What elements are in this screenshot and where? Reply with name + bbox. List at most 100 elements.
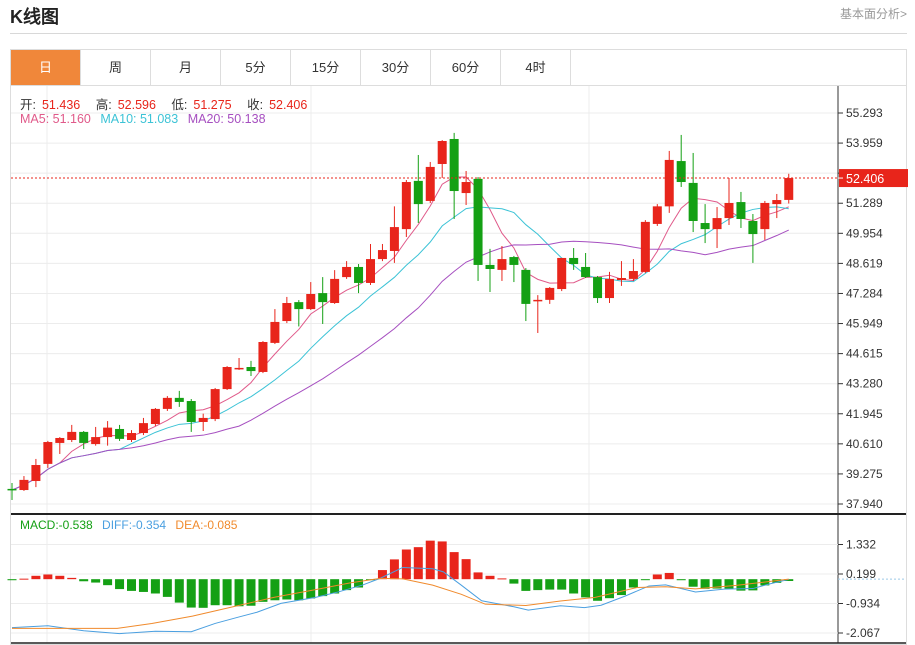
macd-bar [509, 579, 519, 584]
candle-body [138, 423, 148, 434]
candle [557, 257, 567, 292]
ma-legend: MA5: 51.160 MA10: 51.083 MA20: 50.138 [20, 112, 272, 126]
macd-bar [138, 579, 148, 592]
candle [760, 200, 770, 240]
macd-bar [628, 579, 638, 588]
tab-5min[interactable]: 5分 [221, 50, 291, 85]
macd-bar [521, 579, 531, 591]
macd-bar [67, 577, 77, 580]
candle-body [616, 278, 626, 281]
candle [569, 248, 579, 270]
candle [784, 173, 794, 204]
period-tabs: 日 周 月 5分 15分 30分 60分 4时 [10, 49, 907, 85]
macd-bar [413, 547, 423, 580]
macd-bar [234, 579, 244, 607]
macd-legend: MACD:-0.538 DIFF:-0.354 DEA:-0.085 [20, 518, 243, 532]
candle [234, 357, 244, 370]
candle-body [222, 367, 232, 390]
candle [377, 243, 387, 262]
y-tick-label: 55.293 [846, 106, 883, 120]
candle [545, 287, 555, 304]
diff-line [11, 566, 789, 635]
candle [509, 255, 519, 283]
candle [581, 252, 591, 279]
macd-bar [616, 579, 626, 596]
candle [401, 179, 411, 237]
candle [127, 430, 136, 443]
candle-body [318, 293, 328, 303]
open-label: 开: [20, 98, 36, 112]
candle [676, 134, 686, 187]
low-value: 51.275 [193, 98, 232, 112]
macd-bar [545, 579, 555, 590]
candle [138, 417, 148, 436]
tab-30min[interactable]: 30分 [361, 50, 431, 85]
candle-body [497, 259, 507, 270]
macd-bar [784, 579, 794, 582]
macd-bar [150, 579, 160, 594]
tab-4hour[interactable]: 4时 [501, 50, 571, 85]
tab-month[interactable]: 月 [151, 50, 221, 85]
candle [485, 248, 495, 292]
fundamental-analysis-link[interactable]: 基本面分析> [839, 7, 907, 21]
candle-body [581, 266, 591, 278]
candle [700, 204, 710, 244]
candle-body [748, 220, 758, 235]
macd-bar [461, 559, 471, 580]
last-price-label: 52.406 [846, 172, 884, 186]
macd-bar [605, 579, 614, 599]
y-tick-label: 45.949 [846, 317, 883, 331]
candle [593, 275, 603, 304]
candle-body [557, 257, 567, 290]
candle-body [521, 269, 531, 304]
candle-body [473, 178, 483, 265]
macd-bar [449, 552, 459, 580]
macd-bar [127, 579, 136, 591]
tab-day[interactable]: 日 [11, 50, 81, 85]
candle-body [700, 223, 710, 230]
candle-body [306, 294, 316, 310]
macd-bar [724, 579, 734, 589]
divider [10, 33, 907, 34]
y-tick-label: 48.619 [846, 256, 883, 270]
candle-body [150, 408, 160, 425]
candle-body [43, 442, 53, 464]
candle [497, 246, 507, 281]
candle-body [7, 488, 17, 491]
candle [366, 243, 375, 285]
candle [389, 206, 399, 263]
tab-60min[interactable]: 60分 [431, 50, 501, 85]
candle [712, 207, 722, 249]
macd-bar [389, 559, 399, 580]
candle-body [258, 341, 268, 372]
candle [461, 170, 471, 205]
candle [222, 366, 232, 390]
high-value: 52.596 [117, 98, 156, 112]
macd-bar [91, 579, 101, 583]
candle-body [640, 221, 650, 272]
candle-body [461, 182, 471, 194]
macd-bar [557, 579, 567, 590]
candle [150, 408, 160, 427]
tab-15min[interactable]: 15分 [291, 50, 361, 85]
macd-bar [174, 579, 184, 603]
candle [198, 413, 208, 431]
candle-body [354, 266, 364, 283]
macd-bar [437, 541, 447, 580]
macd-bar [664, 572, 674, 580]
y-tick-label: 53.959 [846, 136, 883, 150]
candle [7, 483, 17, 500]
candle [43, 440, 53, 468]
macd-bar [354, 579, 364, 588]
tab-week[interactable]: 周 [81, 50, 151, 85]
candle [162, 396, 172, 411]
candle-body [342, 266, 352, 278]
macd-bar [79, 579, 89, 582]
candle [664, 150, 674, 213]
candle-body [593, 277, 603, 299]
candle-body [282, 303, 292, 322]
candle [294, 300, 304, 327]
macd-bar [640, 579, 650, 581]
macd-bar [294, 579, 304, 601]
